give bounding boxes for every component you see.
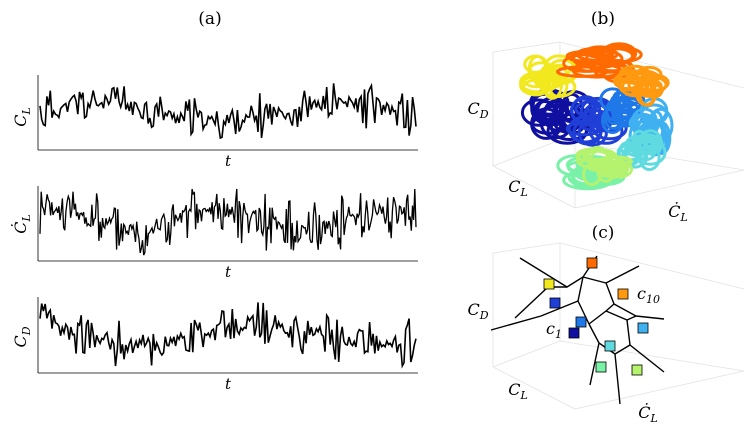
- voronoi-edge-4: [605, 282, 665, 320]
- voronoi-boundaries: [490, 255, 665, 405]
- series-cd-line: [39, 302, 417, 369]
- centroid-c9: [586, 257, 598, 269]
- centroid-c6: [595, 361, 607, 373]
- panel-c-xlabel-cl: CL: [508, 380, 528, 402]
- cluster-9-trajectory: [597, 44, 635, 65]
- panel-b-xlabel-cl: CL: [508, 177, 528, 199]
- cluster-2-trajectory: [572, 118, 603, 146]
- voronoi-edge-6: [490, 300, 579, 331]
- cluster-8-trajectory: [537, 67, 560, 92]
- panel-b-cluster-cloud: [519, 42, 674, 191]
- series-cl-line: [39, 82, 417, 140]
- subplot-cl-ylabel: CL: [11, 107, 33, 127]
- voronoi-edge-2: [582, 265, 640, 284]
- subplot-cl: CL t: [11, 75, 418, 170]
- centroid-markers: [543, 257, 649, 376]
- voronoi-edge-9: [605, 310, 637, 321]
- subplot-cd-xlabel: t: [225, 375, 232, 393]
- subplot-cldot-xlabel: t: [225, 263, 232, 281]
- series-cldot-line: [39, 188, 417, 256]
- centroid-c7: [631, 364, 643, 376]
- panel-c-xlabel-cldot: ĊL: [638, 402, 658, 425]
- centroid-label-c10: c10: [637, 284, 660, 306]
- centroid-c4: [637, 322, 649, 334]
- panel-label-b: (b): [591, 9, 615, 29]
- panel-label-a: (a): [198, 9, 221, 29]
- subplot-cd-ylabel: CD: [11, 326, 33, 347]
- subplot-cd: CD t: [11, 297, 418, 393]
- voronoi-edge-7: [588, 323, 600, 386]
- voronoi-edge-11: [614, 344, 631, 355]
- panel-b-xlabel-cldot: ĊL: [668, 201, 688, 224]
- cluster-4-trajectory: [640, 103, 669, 125]
- cluster-5-trajectory: [624, 135, 649, 158]
- cluster-1-trajectory: [546, 117, 588, 145]
- centroid-c8: [543, 278, 555, 290]
- cluster-9-trajectory: [556, 65, 609, 78]
- panel-c-3d-box: [492, 242, 745, 410]
- centroid-c10: [617, 288, 629, 300]
- panel-label-c: (c): [592, 223, 615, 243]
- centroid-c5: [604, 340, 616, 352]
- panel-b-ylabel: CD: [467, 99, 488, 121]
- centroid-label-c1: c1: [546, 319, 562, 341]
- panel-c-ylabel: CD: [467, 300, 488, 322]
- cluster-7-trajectory: [575, 149, 614, 170]
- subplot-cldot-ylabel: ĊL: [10, 214, 33, 234]
- cluster-10-trajectory: [618, 64, 652, 85]
- centroid-c1: [568, 327, 580, 339]
- centroid-c3: [575, 316, 587, 328]
- centroid-c2: [549, 297, 561, 309]
- subplot-cldot: ĊL t: [10, 186, 418, 281]
- cluster-10-trajectory: [635, 65, 663, 83]
- subplot-cl-xlabel: t: [225, 152, 232, 170]
- cluster-10-trajectory: [618, 75, 650, 96]
- voronoi-edge-1: [519, 255, 598, 288]
